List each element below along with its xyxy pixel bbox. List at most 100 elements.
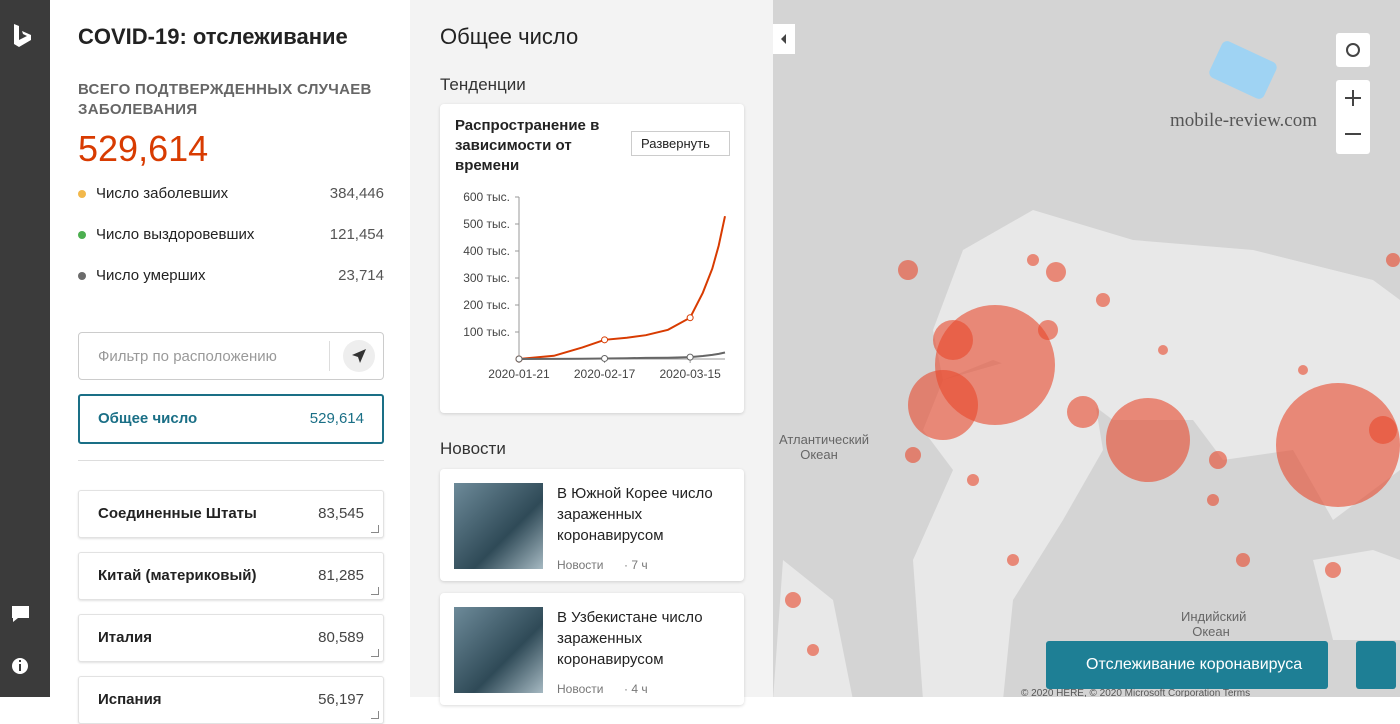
summary-row-value: 23,714 (338, 267, 384, 284)
legend-dot (78, 231, 86, 239)
feedback-icon[interactable] (12, 606, 29, 622)
case-bubbles (785, 253, 1400, 656)
expand-button[interactable]: Развернуть (631, 131, 730, 156)
y-tick-label: 300 тыс. (463, 271, 510, 285)
locate-button[interactable] (343, 340, 375, 372)
summary-total: 529,614 (78, 128, 209, 169)
watermark: mobile-review.com (1170, 110, 1318, 131)
filter-divider (329, 341, 330, 371)
filter-placeholder: Фильтр по расположению (98, 348, 277, 365)
selected-total[interactable]: Общее число 529,614 (78, 394, 384, 444)
bubble (1207, 494, 1219, 506)
bubble (1067, 396, 1099, 428)
copyright: © 2020 HERE, © 2020 Microsoft Corporatio… (1021, 688, 1251, 697)
news-image (454, 607, 543, 693)
ocean-label: Атлантический Океан (779, 432, 869, 462)
bubble (905, 447, 921, 463)
summary-row: Число выздоровевших 121,454 (78, 226, 384, 246)
info-glyph (19, 664, 21, 671)
zoom-glyphs (1345, 90, 1361, 135)
resize-handle (371, 649, 379, 657)
bubble (1038, 320, 1058, 340)
country-card[interactable]: Италия 80,589 (78, 614, 384, 662)
news-card[interactable]: В Южной Корее число зараженных коронавир… (440, 469, 744, 581)
bubble (1046, 262, 1066, 282)
news-heading: Новости (440, 439, 506, 458)
zoom-control[interactable] (1336, 80, 1370, 154)
selected-label: Общее число (98, 410, 198, 427)
bubble (1276, 383, 1400, 507)
country-value: 80,589 (318, 629, 364, 646)
locate-map-button[interactable] (1336, 33, 1370, 67)
locate-map-icon (1346, 43, 1360, 57)
y-tick-label: 400 тыс. (463, 244, 510, 258)
filter-box[interactable]: Фильтр по расположению (78, 332, 384, 380)
land-america (773, 560, 853, 697)
country-card[interactable]: Китай (материковый) 81,285 (78, 552, 384, 600)
info-glyph (19, 660, 21, 662)
summary-row-label: Число выздоровевших (96, 226, 255, 243)
middle-panel: Общее число Тенденции Распространение в … (410, 0, 773, 705)
news-source: Новости (557, 558, 604, 572)
country-name: Соединенные Штаты (98, 505, 257, 522)
news-card[interactable]: В Узбекистане число зараженных коронавир… (440, 593, 744, 705)
news-time: · 4 ч (624, 682, 648, 696)
separator (78, 460, 384, 461)
country-name: Италия (98, 629, 152, 646)
bubble (967, 474, 979, 486)
legend-dot (78, 272, 86, 280)
bubble (1007, 554, 1019, 566)
sidebar-icons (12, 24, 31, 674)
series-marker (515, 355, 523, 363)
bubble (1236, 553, 1250, 567)
share-button[interactable] (1356, 641, 1396, 689)
news-title: В Узбекистане число зараженных коронавир… (557, 609, 703, 668)
bubble (933, 320, 973, 360)
country-value: 56,197 (318, 691, 364, 708)
series-marker (686, 314, 694, 322)
resize-handle (371, 711, 379, 719)
x-tick-label: 2020-01-21 (488, 367, 550, 381)
country-name: Китай (материковый) (98, 567, 257, 584)
x-tick-label: 2020-02-17 (574, 367, 636, 381)
series-marker (601, 354, 609, 362)
watermark-logo (1209, 41, 1277, 99)
news-source: Новости (557, 682, 604, 696)
country-name: Испания (98, 691, 162, 708)
map[interactable]: mobile-review.com Атлантический Океан Ин… (773, 0, 1400, 697)
news-time: · 7 ч (624, 558, 648, 572)
series-marker (686, 353, 694, 361)
bubble (1386, 253, 1400, 267)
news-title: В Южной Корее число зараженных коронавир… (557, 485, 713, 544)
summary-row-value: 121,454 (329, 226, 384, 243)
land-australia (1313, 550, 1400, 640)
country-card[interactable]: Испания 56,197 (78, 676, 384, 724)
series-marker (601, 336, 609, 344)
panel-title: COVID-19: отслеживание (78, 24, 348, 49)
summary-row-value: 384,446 (329, 185, 384, 202)
bubble (785, 592, 801, 608)
locate-arrow (352, 349, 366, 363)
bing-logo[interactable] (14, 24, 31, 47)
bubble (898, 260, 918, 280)
trend-title: Распространение в зависимости от времени (455, 117, 600, 174)
bubble (1158, 345, 1168, 355)
middle-title: Общее число (440, 24, 579, 49)
summary-row-label: Число заболевших (96, 185, 229, 202)
series-line (518, 351, 726, 360)
map-canvas (773, 24, 1400, 697)
country-value: 81,285 (318, 567, 364, 584)
bubble (908, 370, 978, 440)
resize-handle (371, 525, 379, 533)
collapse-arrow (781, 34, 786, 44)
y-tick-label: 600 тыс. (463, 190, 510, 204)
country-card[interactable]: Соединенные Штаты 83,545 (78, 490, 384, 538)
ocean-label: Индийский Океан (1181, 609, 1247, 639)
summary-row: Число умерших 23,714 (78, 267, 384, 287)
summary-row-label: Число умерших (96, 267, 206, 284)
tracker-button[interactable]: Отслеживание коронавируса (1046, 641, 1328, 689)
trends-heading: Тенденции (440, 75, 526, 94)
bubble (1325, 562, 1341, 578)
series-line (518, 215, 726, 360)
